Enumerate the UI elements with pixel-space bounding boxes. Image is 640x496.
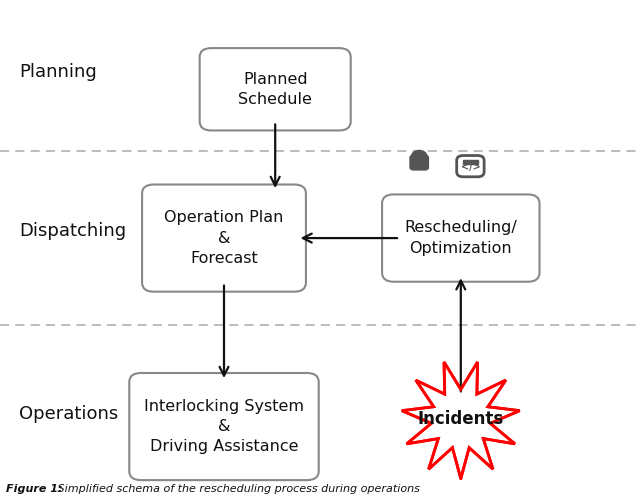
- Text: Interlocking System
&
Driving Assistance: Interlocking System & Driving Assistance: [144, 399, 304, 454]
- Wedge shape: [412, 150, 427, 156]
- Bar: [463, 161, 477, 164]
- Text: Incidents: Incidents: [418, 410, 504, 428]
- Text: Planned
Schedule: Planned Schedule: [238, 71, 312, 107]
- Text: Planning: Planning: [19, 63, 97, 81]
- Text: Operations: Operations: [19, 405, 118, 423]
- FancyBboxPatch shape: [410, 155, 428, 170]
- Circle shape: [413, 152, 425, 161]
- FancyBboxPatch shape: [142, 185, 306, 292]
- Text: Simplified schema of the rescheduling process during operations: Simplified schema of the rescheduling pr…: [54, 484, 420, 494]
- FancyBboxPatch shape: [457, 156, 484, 177]
- Text: Dispatching: Dispatching: [19, 222, 126, 240]
- Polygon shape: [402, 362, 520, 479]
- FancyBboxPatch shape: [382, 194, 540, 282]
- FancyBboxPatch shape: [200, 48, 351, 130]
- Text: </>: </>: [461, 163, 480, 173]
- FancyBboxPatch shape: [129, 373, 319, 480]
- Text: Figure 1:: Figure 1:: [6, 484, 63, 494]
- Text: Rescheduling/
Optimization: Rescheduling/ Optimization: [404, 220, 517, 256]
- Text: Operation Plan
&
Forecast: Operation Plan & Forecast: [164, 210, 284, 266]
